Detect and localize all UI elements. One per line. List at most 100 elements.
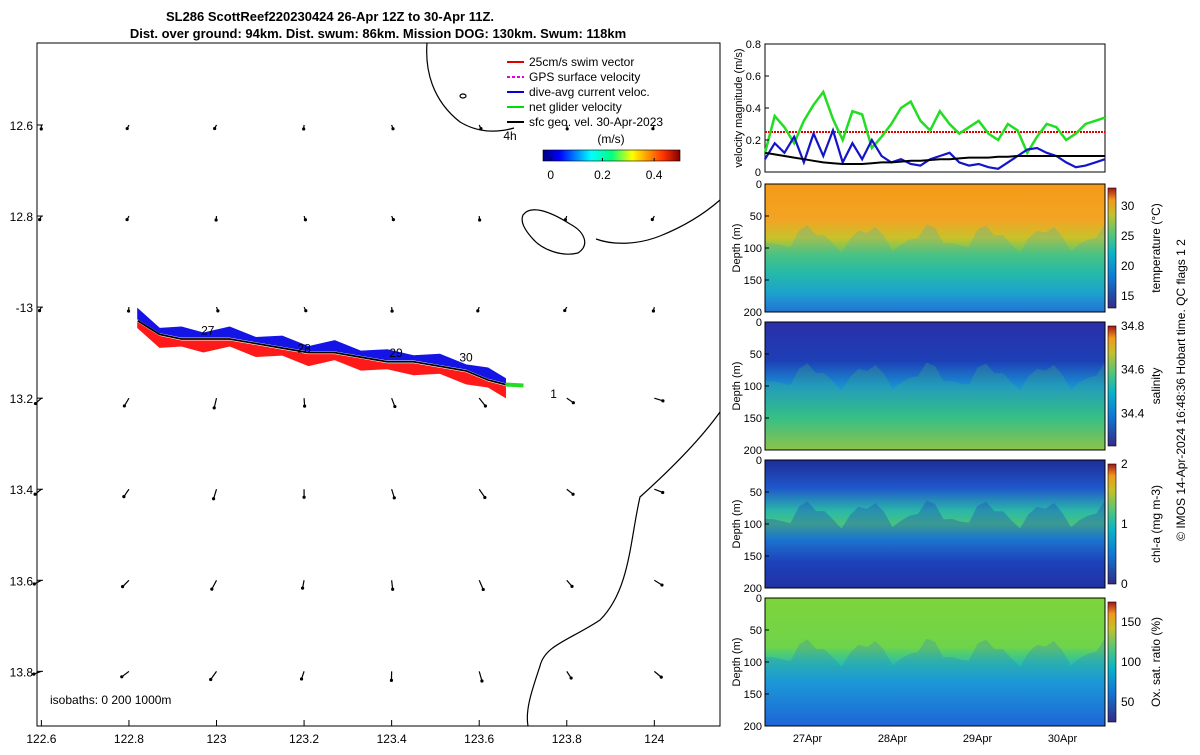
colorbar-tick-label: 2: [1121, 457, 1128, 471]
colorbar-tick-label: 1: [1121, 517, 1128, 531]
map-x-tick-label: 123.6: [464, 732, 494, 746]
map-y-tick-label: 13.2: [10, 392, 34, 406]
geo-velocity-arrow-head: [120, 675, 123, 678]
colorbar-label-temperature: temperature (°C): [1149, 203, 1163, 293]
depth-tick-label: 100: [744, 381, 762, 393]
velocity-y-tick-label: 0.4: [746, 103, 761, 115]
colorbar-tick-label: 30: [1121, 199, 1135, 213]
map-x-tick-label: 123.2: [289, 732, 319, 746]
geo-velocity-arrow-head: [661, 491, 664, 494]
geo-velocity-arrow-head: [390, 309, 393, 312]
geo-velocity-arrow-head: [127, 309, 130, 312]
geo-velocity-arrow-head: [393, 405, 396, 408]
geo-velocity-arrow-head: [215, 218, 218, 221]
depth-tick-label: 150: [744, 275, 762, 287]
geo-velocity-arrow-head: [213, 127, 216, 130]
velocity-y-tick-label: 0: [755, 167, 761, 179]
geo-velocity-arrow-head: [476, 309, 479, 312]
net-glider-velocity-segment: [505, 385, 523, 386]
depth-tick-label: 0: [756, 179, 762, 191]
depth-tick-label: 50: [750, 487, 762, 499]
geo-velocity-arrow-head: [563, 309, 566, 312]
depth-tick-label: 100: [744, 243, 762, 255]
geo-velocity-arrow-head: [570, 676, 573, 679]
map-colorbar: [543, 150, 680, 161]
velocity-axes-frame: [765, 44, 1105, 172]
section-structure-temperature: [765, 224, 1105, 312]
colorbar-tick-label: 150: [1121, 615, 1141, 629]
geo-velocity-arrow-head: [652, 309, 655, 312]
colorbar-tick-label: 50: [1121, 695, 1135, 709]
geo-velocity-arrow-head: [660, 676, 663, 679]
geo-velocity-arrow-head: [392, 218, 395, 221]
map-y-tick-label: 13.4: [10, 483, 34, 497]
map-x-tick-label: 124: [644, 732, 664, 746]
depth-tick-label: 50: [750, 625, 762, 637]
map-y-tick-label: 13.8: [10, 665, 34, 679]
geo-velocity-arrow-head: [393, 496, 396, 499]
colorbar-salinity: [1108, 326, 1116, 446]
time-tick-label: 30Apr: [1048, 733, 1078, 745]
depth-tick-label: 0: [756, 317, 762, 329]
geo-velocity-arrow-head: [391, 588, 394, 591]
colorbar-temperature: [1108, 188, 1116, 308]
legend-label: sfc geo. vel. 30-Apr-2023: [529, 115, 663, 129]
section-structure-salinity: [765, 362, 1105, 450]
geo-velocity-arrow-head: [483, 496, 486, 499]
velocity-y-tick-label: 0.8: [746, 39, 761, 51]
velocity-y-tick-label: 0.6: [746, 71, 761, 83]
geo-velocity-arrow-head: [571, 493, 574, 496]
track-day-label: 30: [459, 351, 473, 365]
geo-velocity-arrow-head: [480, 679, 483, 682]
geo-velocity-arrow-head: [391, 127, 394, 130]
geo-velocity-arrow-head: [482, 588, 485, 591]
colorbar-tick-label: 34.4: [1121, 406, 1145, 420]
timescale-label: 4h: [503, 129, 516, 143]
geo-velocity-arrow-head: [121, 585, 124, 588]
velocity-ylabel: velocity magnitude (m/s): [733, 48, 745, 167]
colorbar-tick-label: 25: [1121, 229, 1135, 243]
colorbar-tick-label: 34.6: [1121, 363, 1145, 377]
geo-velocity-arrow-head: [33, 582, 36, 585]
track-day-label: 27: [201, 323, 215, 337]
colorbar-tick-label: 0: [1121, 577, 1128, 591]
colorbar-tick-label: 15: [1121, 289, 1135, 303]
geo-velocity-arrow-head: [34, 493, 37, 496]
colorbar-tick-label: 34.8: [1121, 319, 1145, 333]
depth-tick-label: 0: [756, 455, 762, 467]
geo-velocity-arrow-head: [300, 677, 303, 680]
colorbar-oxygen: [1108, 602, 1116, 722]
geo-velocity-arrow-head: [661, 399, 664, 402]
depth-tick-label: 200: [744, 721, 762, 733]
geo-velocity-arrow-head: [304, 309, 307, 312]
geo-velocity-arrow-head: [390, 679, 393, 682]
geo-velocity-arrow-head: [125, 218, 128, 221]
geo-velocity-arrow-head: [38, 218, 41, 221]
depth-tick-label: 100: [744, 657, 762, 669]
map-x-tick-label: 123: [206, 732, 226, 746]
legend-label: net glider velocity: [529, 100, 622, 114]
title-line-2: Dist. over ground: 94km. Dist. swum: 86k…: [130, 26, 626, 41]
geo-velocity-arrow-head: [570, 585, 573, 588]
geo-velocity-arrow-head: [651, 218, 654, 221]
map-x-tick-label: 123.4: [377, 732, 407, 746]
geo-velocity-arrow-head: [210, 588, 213, 591]
colorbar-tick-label: 100: [1121, 655, 1141, 669]
velocity-panel: 00.20.40.60.8 velocity magnitude (m/s): [733, 39, 1105, 179]
title-line-1: SL286 ScottReef220230424 26-Apr 12Z to 3…: [166, 9, 494, 24]
track-day-label: 28: [297, 342, 311, 356]
geo-velocity-arrow-head: [660, 583, 663, 586]
map-x-tick-label: 123.8: [552, 732, 582, 746]
geo-velocity-arrow-head: [303, 405, 306, 408]
geo-velocity-arrow-head: [126, 127, 129, 130]
depth-tick-label: 150: [744, 689, 762, 701]
colorbar-label-chla: chl-a (mg m-3): [1149, 485, 1163, 563]
geo-velocity-arrow-head: [34, 402, 37, 405]
credit-text: © IMOS 14-Apr-2024 16:48:36 Hobart time.…: [1174, 239, 1188, 541]
